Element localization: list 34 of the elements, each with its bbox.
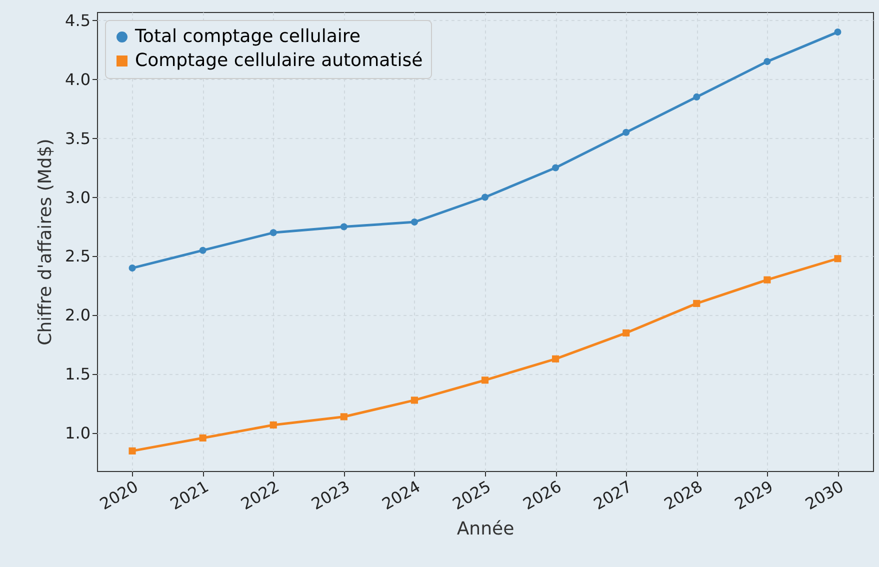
point	[199, 434, 206, 442]
point	[622, 128, 630, 136]
point	[552, 164, 560, 172]
point	[481, 194, 489, 201]
y-tick-label: 2.0	[65, 306, 90, 325]
y-tick-label: 1.5	[65, 364, 90, 384]
point	[834, 255, 842, 262]
point	[270, 421, 277, 429]
legend-label: Total comptage cellulaire	[134, 26, 360, 47]
point	[340, 413, 348, 420]
y-tick-label: 3.0	[65, 188, 90, 207]
point	[481, 376, 489, 384]
x-axis-title: Année	[456, 518, 514, 540]
y-axis-title: Chiffre d'affaires (Md$)	[35, 138, 56, 346]
y-tick-label: 4.0	[65, 70, 90, 89]
point	[340, 223, 348, 230]
point	[764, 58, 771, 66]
point	[834, 28, 842, 36]
point	[764, 276, 771, 284]
point	[128, 447, 136, 454]
point	[270, 229, 277, 236]
y-tick-label: 2.5	[65, 246, 90, 266]
point	[552, 355, 560, 362]
legend-label: Comptage cellulaire automatisé	[135, 50, 423, 71]
point	[128, 264, 136, 272]
point	[622, 329, 630, 336]
point	[693, 93, 700, 100]
y-tick-label: 4.5	[65, 10, 90, 30]
point	[410, 396, 418, 404]
y-tick-label: 1.0	[65, 424, 90, 443]
y-tick-label: 3.5	[65, 128, 90, 148]
point	[410, 218, 418, 226]
point	[693, 300, 700, 307]
point	[199, 246, 206, 254]
